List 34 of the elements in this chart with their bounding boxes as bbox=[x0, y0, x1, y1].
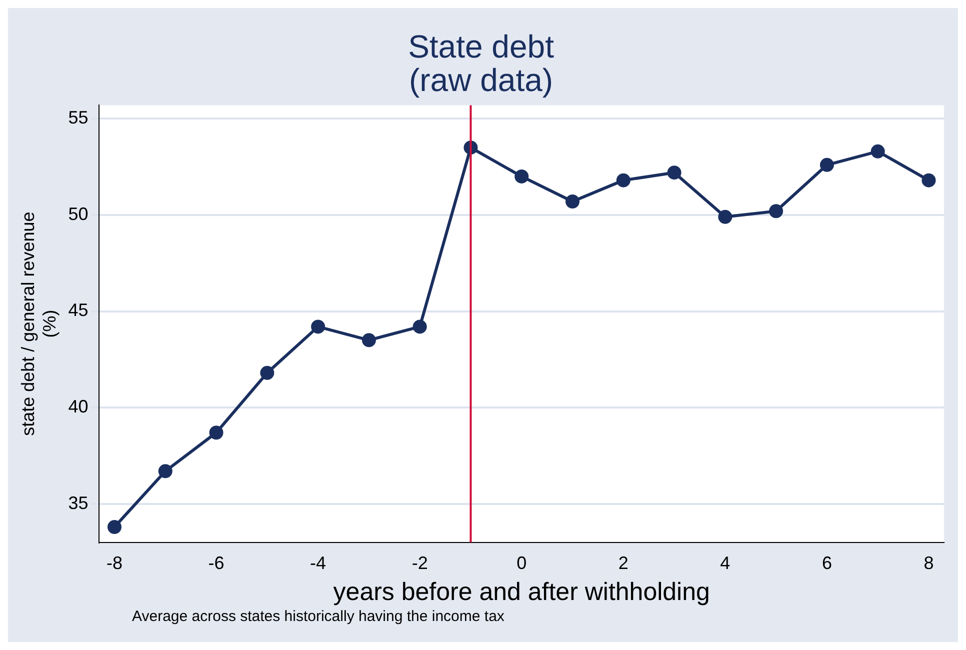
point bbox=[616, 173, 630, 188]
point bbox=[514, 169, 529, 184]
x-tick-label: 8 bbox=[924, 553, 934, 574]
x-axis-title: years before and after withholding bbox=[333, 578, 710, 606]
point bbox=[870, 144, 885, 158]
point bbox=[718, 210, 732, 224]
point bbox=[362, 333, 376, 348]
point bbox=[667, 166, 682, 180]
point bbox=[209, 426, 224, 440]
x-tick-label: 0 bbox=[516, 553, 527, 574]
y-axis-title: state debt / general revenue (%) bbox=[18, 212, 60, 436]
y-tick-label: 50 bbox=[68, 204, 88, 224]
chart-title: State debt (raw data) bbox=[408, 28, 554, 98]
point bbox=[412, 320, 427, 334]
x-tick-label: 6 bbox=[822, 553, 832, 574]
x-tick-label: 4 bbox=[720, 553, 730, 574]
x-tick-label: 2 bbox=[618, 553, 628, 574]
point bbox=[311, 320, 326, 334]
point bbox=[820, 158, 834, 172]
y-tick-label: 55 bbox=[68, 108, 88, 128]
y-tick-label: 35 bbox=[68, 492, 88, 513]
x-tick-label: -4 bbox=[310, 553, 326, 574]
y-tick-label: 45 bbox=[68, 300, 88, 320]
x-tick-label: -2 bbox=[412, 553, 428, 574]
text: Average across states historically having the income tax bbox=[132, 608, 504, 625]
point bbox=[107, 520, 122, 534]
point bbox=[260, 366, 274, 380]
x-tick-label: -8 bbox=[106, 553, 122, 574]
x-tick-label: -6 bbox=[208, 553, 224, 574]
point bbox=[566, 194, 580, 208]
y-tick-label: 40 bbox=[68, 396, 88, 417]
point bbox=[158, 464, 172, 478]
point bbox=[769, 204, 784, 218]
point bbox=[922, 173, 936, 188]
